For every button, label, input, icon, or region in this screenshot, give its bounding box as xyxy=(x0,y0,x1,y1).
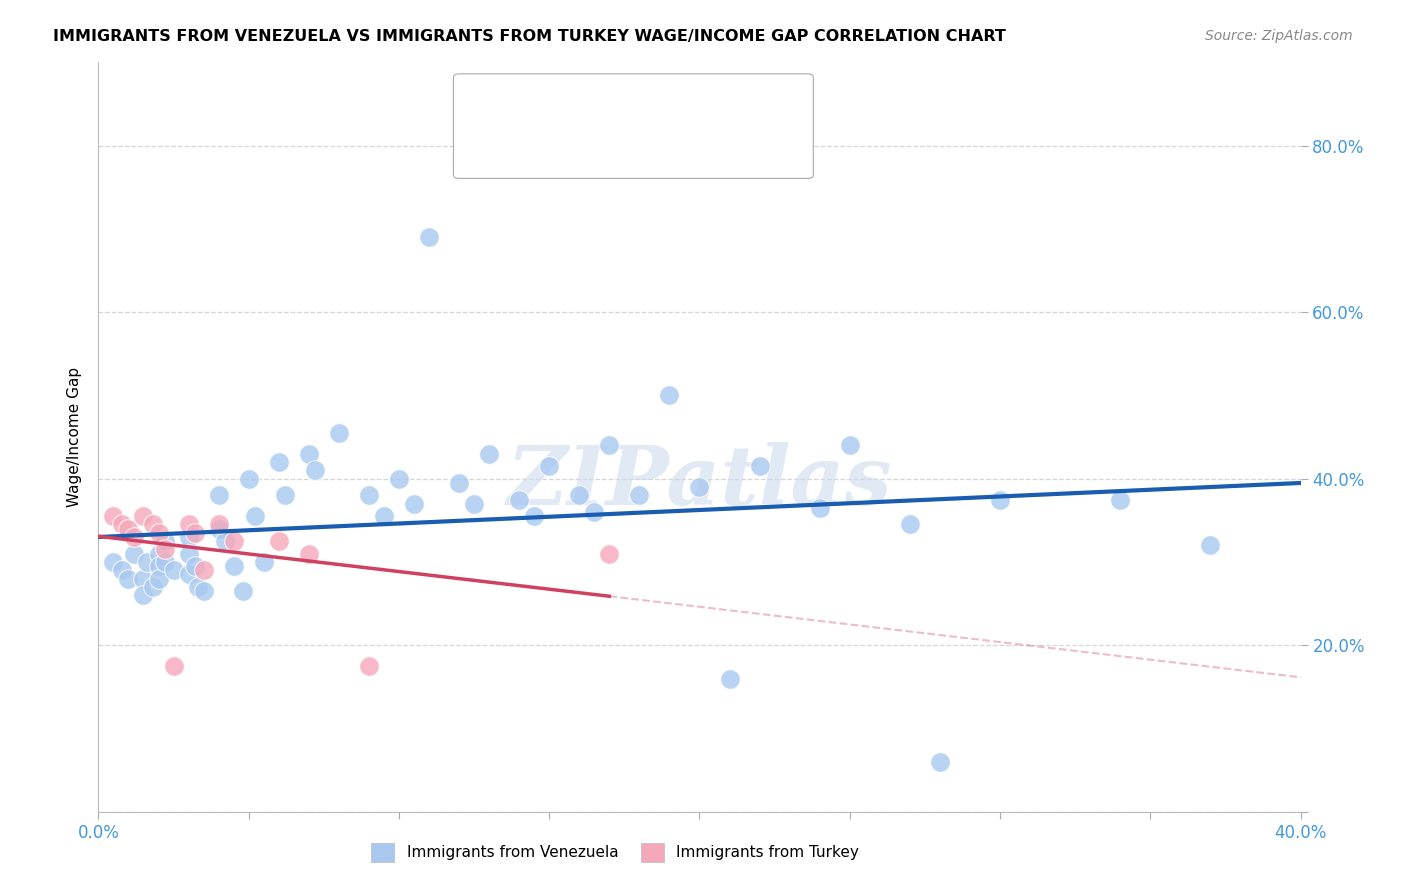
Point xyxy=(568,488,591,502)
Point xyxy=(929,755,952,769)
Text: 18: 18 xyxy=(624,143,647,158)
Point xyxy=(103,509,125,524)
Point xyxy=(463,497,485,511)
Point xyxy=(598,547,620,561)
Point xyxy=(208,522,231,536)
Text: IMMIGRANTS FROM VENEZUELA VS IMMIGRANTS FROM TURKEY WAGE/INCOME GAP CORRELATION : IMMIGRANTS FROM VENEZUELA VS IMMIGRANTS … xyxy=(53,29,1007,44)
Point xyxy=(148,559,170,574)
Point xyxy=(177,567,200,582)
Point xyxy=(132,509,155,524)
Point xyxy=(111,517,134,532)
Point xyxy=(267,534,290,549)
Point xyxy=(162,659,184,673)
Point xyxy=(117,572,139,586)
Text: 0.265: 0.265 xyxy=(540,97,589,112)
Point xyxy=(402,497,425,511)
Point xyxy=(162,563,184,577)
Point xyxy=(838,438,860,452)
Point xyxy=(304,463,326,477)
Text: N =: N = xyxy=(591,97,624,112)
Point xyxy=(243,509,266,524)
Point xyxy=(274,488,297,502)
Point xyxy=(193,563,215,577)
Point xyxy=(1109,492,1132,507)
Text: 58: 58 xyxy=(624,97,647,112)
Legend: Immigrants from Venezuela, Immigrants from Turkey: Immigrants from Venezuela, Immigrants fr… xyxy=(366,837,865,868)
Point xyxy=(183,525,205,540)
Point xyxy=(208,517,231,532)
Point xyxy=(898,517,921,532)
Point xyxy=(688,480,710,494)
Point xyxy=(523,509,546,524)
Text: -0.371: -0.371 xyxy=(540,143,595,158)
Point xyxy=(373,509,395,524)
Point xyxy=(538,459,561,474)
Point xyxy=(153,555,176,569)
Point xyxy=(141,517,163,532)
Text: Source: ZipAtlas.com: Source: ZipAtlas.com xyxy=(1205,29,1353,43)
Point xyxy=(478,447,501,461)
Text: R =: R = xyxy=(494,97,526,112)
Text: R =: R = xyxy=(494,143,526,158)
Point xyxy=(357,659,380,673)
Point xyxy=(111,563,134,577)
Point xyxy=(148,572,170,586)
Point xyxy=(253,555,276,569)
Text: ZIPatlas: ZIPatlas xyxy=(506,442,893,522)
Point xyxy=(124,547,146,561)
Point xyxy=(183,559,205,574)
Point xyxy=(583,505,606,519)
Point xyxy=(177,530,200,544)
Point xyxy=(328,425,350,440)
Point xyxy=(232,584,254,599)
Text: N =: N = xyxy=(591,143,624,158)
Point xyxy=(148,525,170,540)
Point xyxy=(193,584,215,599)
Point xyxy=(153,534,176,549)
Point xyxy=(132,572,155,586)
Point xyxy=(298,547,321,561)
Point xyxy=(658,388,681,402)
Point xyxy=(214,534,236,549)
Point xyxy=(808,500,831,515)
Point xyxy=(222,559,245,574)
Point xyxy=(153,542,176,557)
Point xyxy=(447,475,470,490)
Point xyxy=(508,492,530,507)
Point xyxy=(238,472,260,486)
Point xyxy=(1199,538,1222,552)
Y-axis label: Wage/Income Gap: Wage/Income Gap xyxy=(66,367,82,508)
Point xyxy=(208,488,231,502)
Point xyxy=(148,547,170,561)
Point xyxy=(267,455,290,469)
Point xyxy=(357,488,380,502)
Point xyxy=(298,447,321,461)
Point xyxy=(135,555,157,569)
Point xyxy=(124,530,146,544)
Point xyxy=(222,534,245,549)
Text: ■: ■ xyxy=(472,95,492,114)
Point xyxy=(418,230,440,244)
Point xyxy=(141,580,163,594)
Point xyxy=(187,580,209,594)
Point xyxy=(988,492,1011,507)
Point xyxy=(388,472,411,486)
Point xyxy=(748,459,770,474)
Point xyxy=(177,517,200,532)
Point xyxy=(132,588,155,602)
Point xyxy=(177,547,200,561)
Point xyxy=(598,438,620,452)
Point xyxy=(117,522,139,536)
Text: ■: ■ xyxy=(472,141,492,160)
Point xyxy=(103,555,125,569)
Point xyxy=(628,488,651,502)
Point xyxy=(718,672,741,686)
